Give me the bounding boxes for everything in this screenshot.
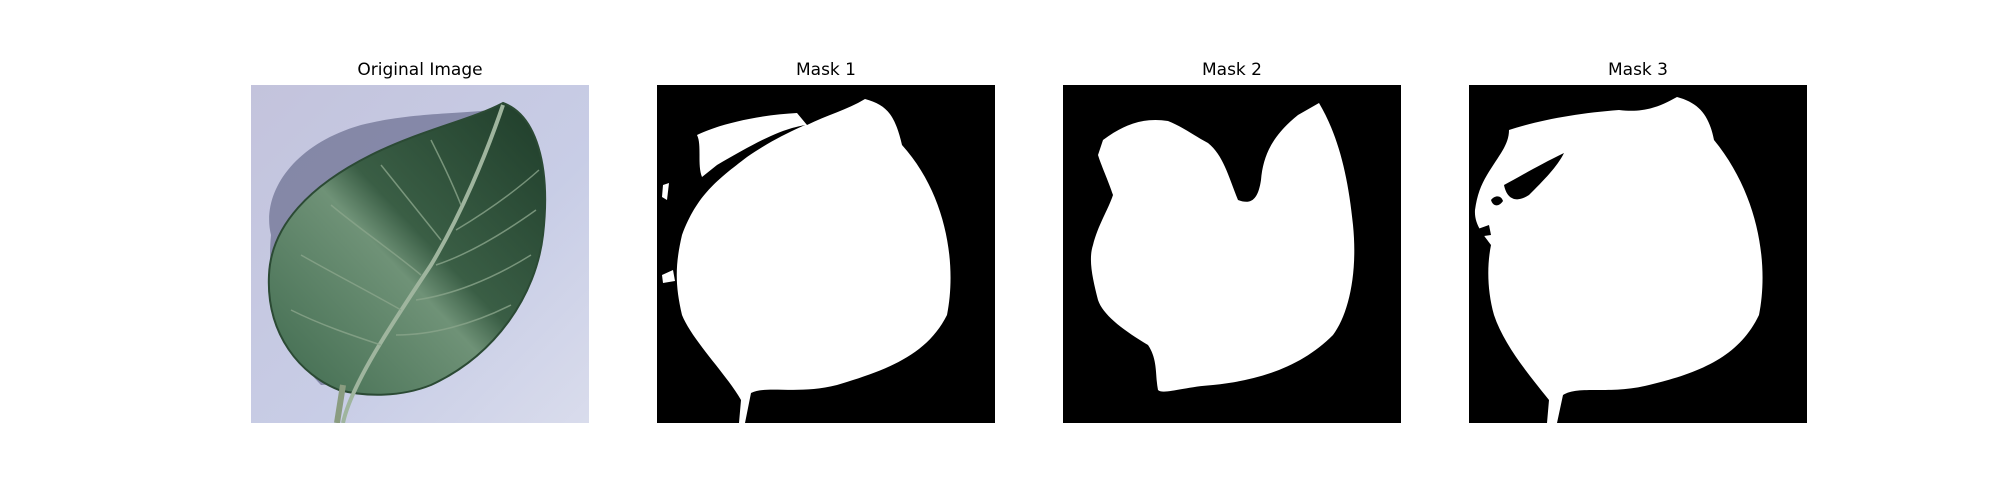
- mask-1-image: [657, 85, 995, 423]
- mask-3-image: [1469, 85, 1807, 423]
- mask-region: [676, 99, 951, 423]
- leaf-photo: [251, 85, 589, 423]
- panel-title-mask-3: Mask 3: [1607, 60, 1668, 80]
- leaf-stem: [334, 384, 346, 423]
- leaf-veins: [290, 139, 540, 346]
- leaf-midrib: [341, 104, 505, 423]
- mask-2-image: [1063, 85, 1401, 423]
- mask-2-panel: [1063, 85, 1401, 423]
- panel-title-mask-1: Mask 1: [795, 60, 856, 80]
- original-image-panel: [251, 85, 589, 423]
- mask-region: [1474, 97, 1763, 423]
- mask-fragment: [662, 183, 669, 200]
- panel-title-mask-2: Mask 2: [1201, 60, 1262, 80]
- mask-region: [1090, 103, 1355, 392]
- panel-title-original-image: Original Image: [357, 60, 483, 80]
- mask-hole: [1491, 196, 1503, 206]
- mask-hole: [1475, 225, 1491, 237]
- mask-hole: [1504, 153, 1564, 200]
- mask-3-panel: [1469, 85, 1807, 423]
- mask-fragment: [662, 270, 675, 283]
- mask-1-panel: [657, 85, 995, 423]
